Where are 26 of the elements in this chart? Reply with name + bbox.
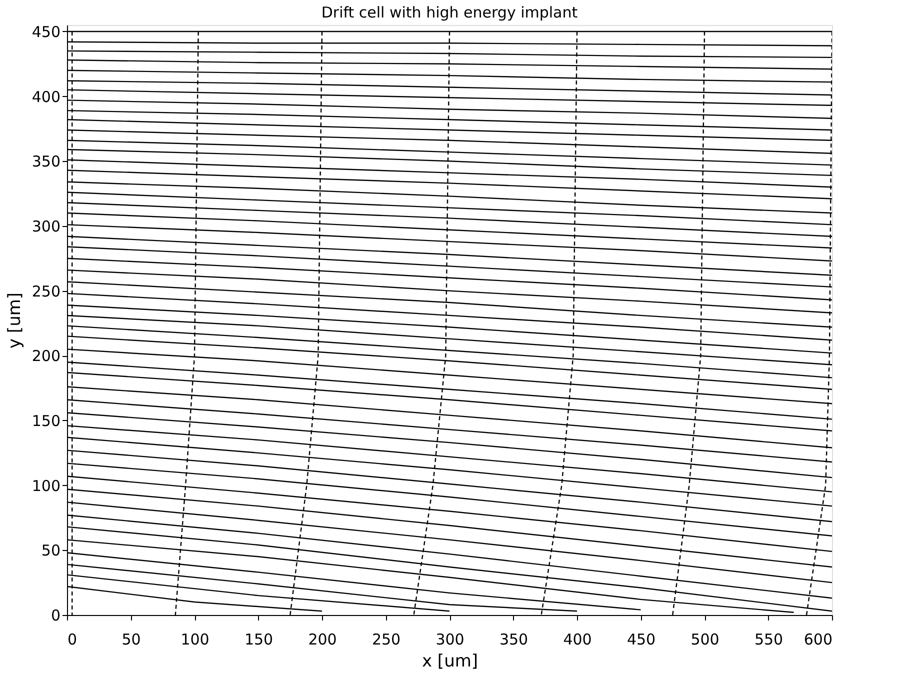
y-tick-label: 450 — [32, 22, 60, 41]
y-tick-label: 100 — [32, 476, 60, 495]
y-tick-label: 0 — [50, 606, 60, 624]
y-tick-label: 400 — [32, 88, 60, 106]
x-tick-label: 250 — [372, 630, 401, 648]
x-tick-label: 200 — [308, 630, 337, 648]
x-tick-label: 150 — [244, 630, 274, 648]
chart-title: Drift cell with high energy implant — [321, 3, 578, 22]
y-axis-title: y [um] — [4, 292, 25, 349]
y-tick-label: 250 — [32, 282, 60, 300]
x-tick-label: 50 — [122, 630, 141, 648]
x-tick-label: 550 — [754, 630, 784, 648]
x-tick-label: 600 — [804, 630, 832, 648]
x-tick-label: 400 — [563, 630, 592, 648]
x-tick-label: 450 — [626, 630, 656, 648]
y-tick-label: 200 — [32, 347, 60, 366]
x-tick-label: 500 — [690, 630, 720, 648]
y-tick-label: 50 — [41, 542, 60, 560]
y-tick-label: 350 — [32, 152, 60, 171]
x-tick-label: 0 — [68, 630, 78, 648]
x-axis-title: x [um] — [422, 652, 478, 672]
y-tick-label: 300 — [32, 217, 60, 236]
x-tick-label: 300 — [436, 630, 464, 648]
x-tick-label: 350 — [499, 630, 528, 648]
y-tick-label: 150 — [32, 412, 60, 430]
x-tick-label: 100 — [180, 630, 210, 648]
